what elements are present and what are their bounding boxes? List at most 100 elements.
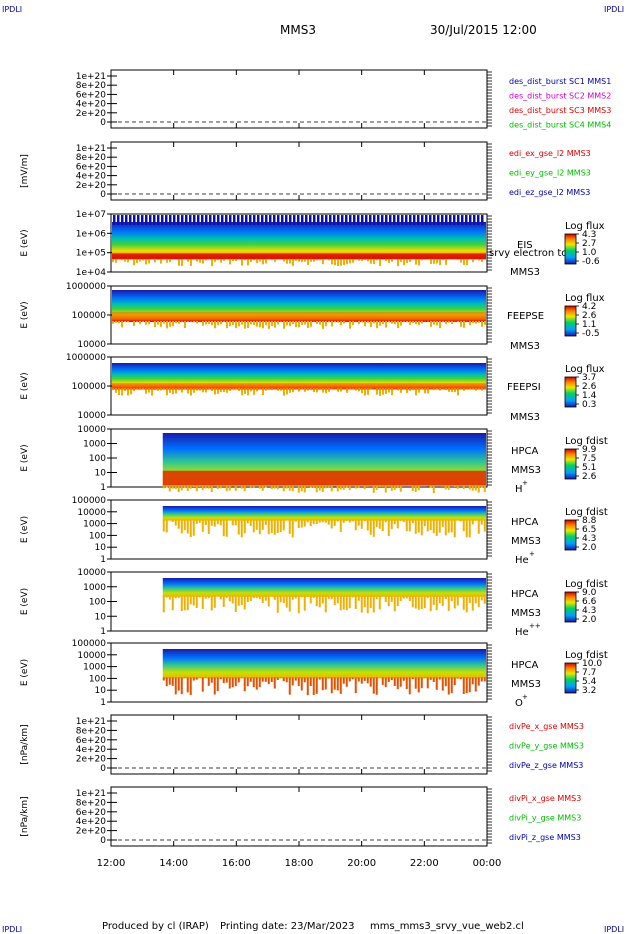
series-label: des_dist_burst SC2 MMS2 [509, 92, 611, 101]
spectrogram-edge [468, 677, 471, 693]
spectrogram-edge [279, 519, 282, 533]
spacecraft-label: MMS3 [510, 267, 540, 278]
spectrogram-edge [354, 519, 357, 531]
spectrogram-edge [190, 258, 192, 266]
spectrogram-edge [261, 485, 264, 491]
spectrogram-comb [197, 215, 200, 225]
spectrogram-edge [291, 677, 294, 686]
series-label: edi_ex_gse_l2 MMS3 [509, 149, 591, 158]
spectrogram-edge [402, 595, 405, 599]
spacecraft-label: MMS3 [511, 465, 541, 476]
spectrogram-comb [449, 215, 452, 225]
spectrogram-edge [382, 320, 384, 325]
spectrogram-edge [385, 258, 387, 262]
spectrogram-edge [417, 595, 420, 610]
spectrogram-comb [221, 215, 224, 225]
spectrogram-edge [459, 519, 462, 522]
spectrogram-edge [255, 519, 258, 530]
spectrogram-edge [166, 387, 168, 396]
spectrogram-edge [474, 595, 477, 604]
spectrogram-edge [411, 519, 414, 524]
spectrogram-edge [342, 485, 345, 490]
spectrogram-edge [162, 485, 165, 489]
spectrogram-edge [342, 677, 345, 684]
spectrogram-edge [399, 595, 402, 602]
y-tick-label: 6e+20 [76, 90, 107, 100]
spectrogram-comb [337, 215, 340, 225]
spectrogram-edge [414, 677, 417, 689]
spectrogram-edge [217, 387, 219, 394]
spectrogram-edge [415, 320, 417, 325]
spectrogram-edge [468, 519, 471, 538]
spectrogram-comb [241, 215, 244, 225]
colorbar-tick-label: 4.2 [582, 302, 596, 312]
spectrogram-edge [234, 677, 237, 687]
spectrogram-edge [462, 595, 465, 610]
spectrogram-edge [165, 595, 168, 598]
spectrogram-edge [381, 519, 384, 532]
y-tick-label: 2e+20 [76, 827, 107, 837]
spacecraft-label: MMS3 [510, 341, 540, 352]
spectrogram-edge [364, 320, 366, 327]
spectrogram-edge [264, 485, 267, 488]
spectrogram-edge [235, 320, 237, 329]
spectrogram-edge [444, 519, 447, 536]
spectrogram-edge [375, 485, 378, 490]
spectrogram-edge [333, 519, 336, 526]
spectrogram-edge [285, 677, 288, 683]
spectrogram-edge [213, 677, 216, 695]
spectrogram-edge [289, 387, 291, 393]
spectrogram-edge [460, 258, 462, 263]
spectrogram-edge [112, 320, 114, 324]
spectrogram-edge [321, 485, 324, 492]
y-tick-label: 100 [89, 674, 106, 684]
spectrogram-edge [421, 320, 423, 324]
spectrogram-edge [426, 595, 429, 599]
colorbar-tick-label: 6.5 [582, 525, 596, 535]
spectrogram-edge [322, 320, 324, 329]
spectrogram-edge [313, 258, 315, 262]
spectrogram-edge [382, 387, 384, 395]
spectrogram-edge [388, 387, 390, 393]
spectrogram-edge [393, 519, 396, 525]
spectrogram-comb [469, 215, 472, 225]
colorbar-tick-label: 2.0 [582, 615, 597, 625]
y-tick-label: 10 [95, 686, 107, 696]
spectrogram-edge [366, 519, 369, 531]
spectrogram-edge [340, 320, 342, 326]
spectrogram-edge [252, 485, 255, 488]
spectrogram-edge [193, 387, 195, 393]
spectrogram-edge [330, 519, 333, 529]
spectrogram-edge [139, 258, 141, 262]
series-label: divPe_x_gse MMS3 [509, 722, 584, 731]
spectrogram-comb [289, 215, 292, 225]
spectrogram-edge [393, 595, 396, 612]
y-tick-label: 100000 [72, 639, 107, 649]
spectrogram-edge [310, 258, 312, 262]
spectrogram-edge [339, 595, 342, 611]
spectrogram-comb [173, 215, 176, 225]
panels: 1e+218e+206e+204e+202e+200des_dist_burst… [20, 69, 611, 869]
y-tick-label: 10 [95, 469, 107, 479]
spectrogram-edge [183, 677, 186, 679]
spectrogram-edge [187, 258, 189, 262]
spectrogram-edge [345, 519, 348, 521]
y-tick-label: 2e+20 [76, 181, 107, 191]
spectrogram-edge [189, 485, 192, 489]
spectrogram-edge [274, 258, 276, 262]
spectrogram-comb [117, 215, 120, 225]
corner-label-top-right: IPDLI [604, 5, 624, 14]
spectrogram-edge [198, 519, 201, 523]
spectrogram-edge [453, 595, 456, 609]
spectrogram-band [112, 253, 486, 260]
spectrogram-edge [483, 677, 486, 682]
spectrogram-edge [171, 485, 174, 489]
spectrogram-edge [370, 320, 372, 327]
spectrogram-comb [421, 215, 424, 225]
spectrogram-edge [186, 595, 189, 611]
y-tick-label: 1e+21 [76, 144, 106, 154]
spectrogram-edge [246, 519, 249, 524]
spectrogram-edge [340, 258, 342, 266]
spectrogram-edge [460, 320, 462, 327]
